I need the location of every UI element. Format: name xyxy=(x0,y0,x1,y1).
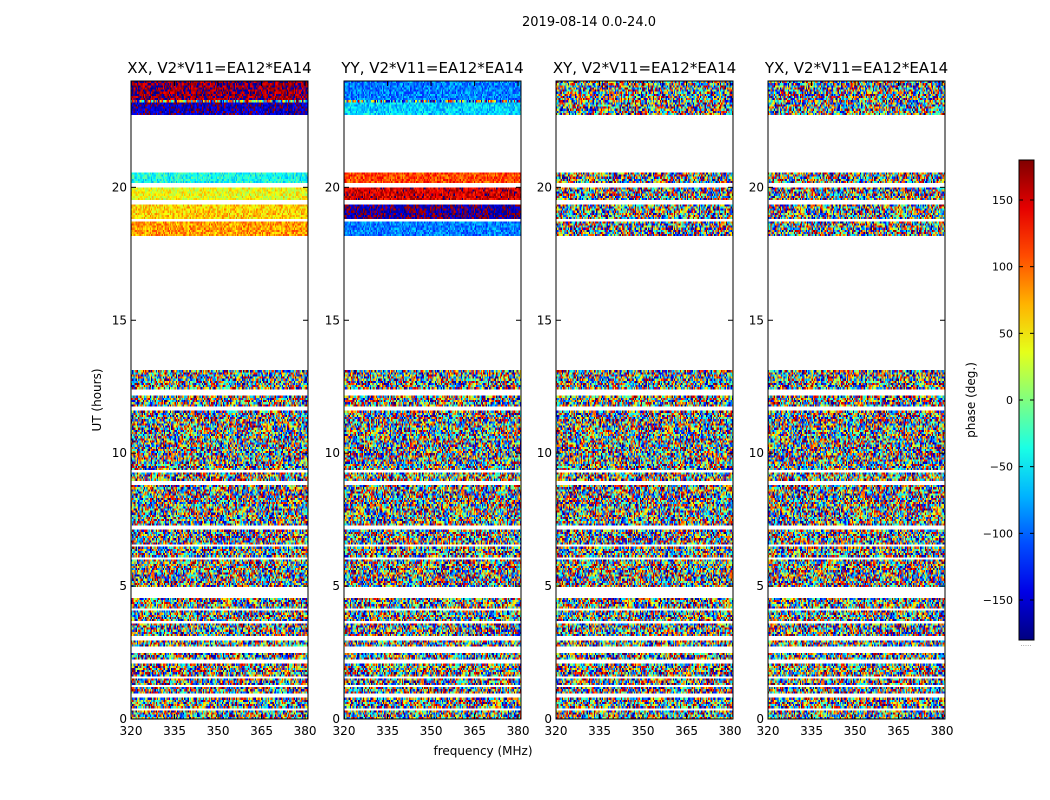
ytick-label: 15 xyxy=(537,313,552,327)
colorbar-tick-label: 100 xyxy=(992,261,1013,274)
xtick-label: 350 xyxy=(844,724,867,738)
ytick-label: 15 xyxy=(749,313,764,327)
panel-xy-frame xyxy=(555,80,734,720)
colorbar-tick-label: 0 xyxy=(1006,394,1013,407)
xtick-label: 380 xyxy=(719,724,742,738)
xtick-label: 380 xyxy=(931,724,954,738)
xtick-label: 350 xyxy=(632,724,655,738)
panel-title-yy: YY, V2*V11=EA12*EA14 xyxy=(340,59,523,77)
ytick-label: 0 xyxy=(119,712,127,726)
ytick-label: 0 xyxy=(332,712,340,726)
colorbar-tick-label: −50 xyxy=(990,461,1013,474)
xtick-label: 365 xyxy=(675,724,698,738)
heatmap-yy xyxy=(344,81,521,719)
xtick-label: 350 xyxy=(420,724,443,738)
colorbar-extra-label: ..... xyxy=(1020,640,1031,648)
xtick-label: 335 xyxy=(800,724,823,738)
ytick-label: 10 xyxy=(112,446,127,460)
ytick-label: 5 xyxy=(332,579,340,593)
ytick-label: 5 xyxy=(119,579,127,593)
ytick-label: 15 xyxy=(325,313,340,327)
xtick-label: 365 xyxy=(463,724,486,738)
colorbar-tick-label: −150 xyxy=(983,594,1013,607)
ytick-label: 15 xyxy=(112,313,127,327)
ytick-label: 20 xyxy=(537,180,552,194)
heatmap-xy xyxy=(556,81,733,719)
x-axis-label: frequency (MHz) xyxy=(433,744,532,758)
xtick-label: 365 xyxy=(887,724,910,738)
xtick-label: 335 xyxy=(588,724,611,738)
xtick-label: 320 xyxy=(120,724,143,738)
panel-title-yx: YX, V2*V11=EA12*EA14 xyxy=(764,59,948,77)
ytick-label: 10 xyxy=(537,446,552,460)
xtick-label: 365 xyxy=(250,724,273,738)
xtick-label: 380 xyxy=(507,724,530,738)
ytick-label: 20 xyxy=(749,180,764,194)
ytick-label: 10 xyxy=(749,446,764,460)
xtick-label: 350 xyxy=(207,724,230,738)
colorbar-tick-label: 50 xyxy=(999,327,1013,340)
colorbar: −150 −100 −50 0 50 100 150 xyxy=(983,159,1035,641)
ytick-label: 5 xyxy=(756,579,764,593)
colorbar-tick-label: 150 xyxy=(992,194,1013,207)
ytick-label: 5 xyxy=(544,579,552,593)
heatmap-yx xyxy=(768,81,945,719)
panel-yy-frame xyxy=(343,80,522,720)
xtick-label: 320 xyxy=(333,724,356,738)
colorbar-label: phase (deg.) xyxy=(964,362,978,438)
ytick-label: 0 xyxy=(544,712,552,726)
panel-title-xy: XY, V2*V11=EA12*EA14 xyxy=(553,59,736,77)
heatmap-xx xyxy=(131,81,308,719)
xtick-label: 335 xyxy=(163,724,186,738)
panel-yx-frame xyxy=(767,80,946,720)
ytick-label: 20 xyxy=(325,180,340,194)
figure-suptitle: 2019-08-14 0.0-24.0 xyxy=(522,15,656,30)
ytick-label: 20 xyxy=(112,180,127,194)
ytick-label: 10 xyxy=(325,446,340,460)
panels-group: XX, V2*V11=EA12*EA14 0 5 10 15 20 320 335 350 365… xyxy=(112,59,954,738)
xtick-label: 380 xyxy=(294,724,317,738)
xtick-label: 335 xyxy=(376,724,399,738)
y-axis-label: UT (hours) xyxy=(90,368,104,431)
xtick-label: 320 xyxy=(545,724,568,738)
panel-xx-frame xyxy=(130,80,309,720)
colorbar-tick-label: −100 xyxy=(983,527,1013,540)
ytick-label: 0 xyxy=(756,712,764,726)
xtick-label: 320 xyxy=(757,724,780,738)
panel-title-xx: XX, V2*V11=EA12*EA14 xyxy=(127,59,311,77)
